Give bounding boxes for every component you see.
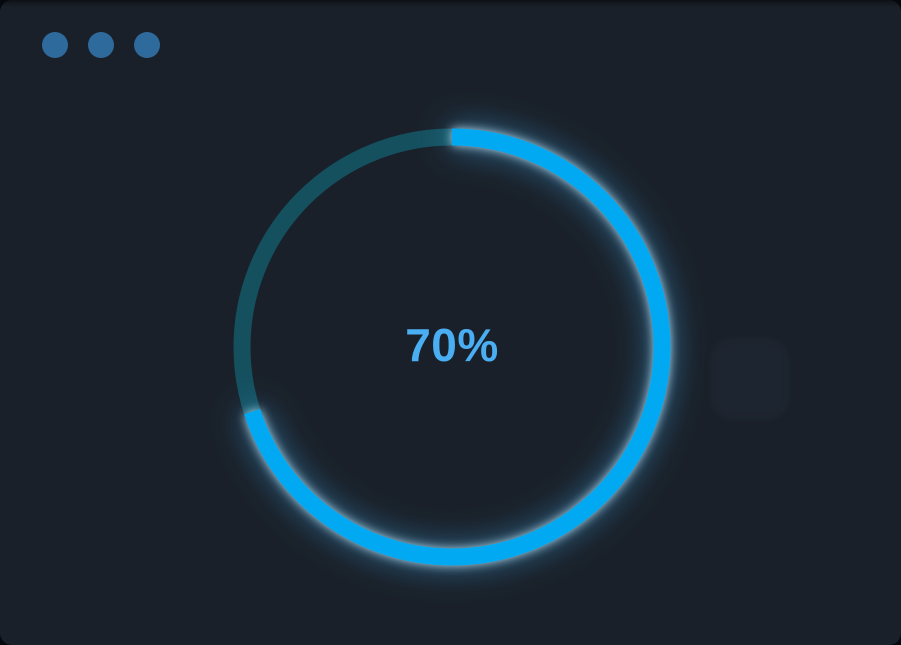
progress-percent-label: 70% — [405, 319, 499, 371]
window-controls — [42, 32, 160, 58]
ghost-panel — [711, 339, 788, 419]
window-control-dot[interactable] — [88, 32, 114, 58]
window-control-dot[interactable] — [42, 32, 68, 58]
window-control-dot[interactable] — [134, 32, 160, 58]
